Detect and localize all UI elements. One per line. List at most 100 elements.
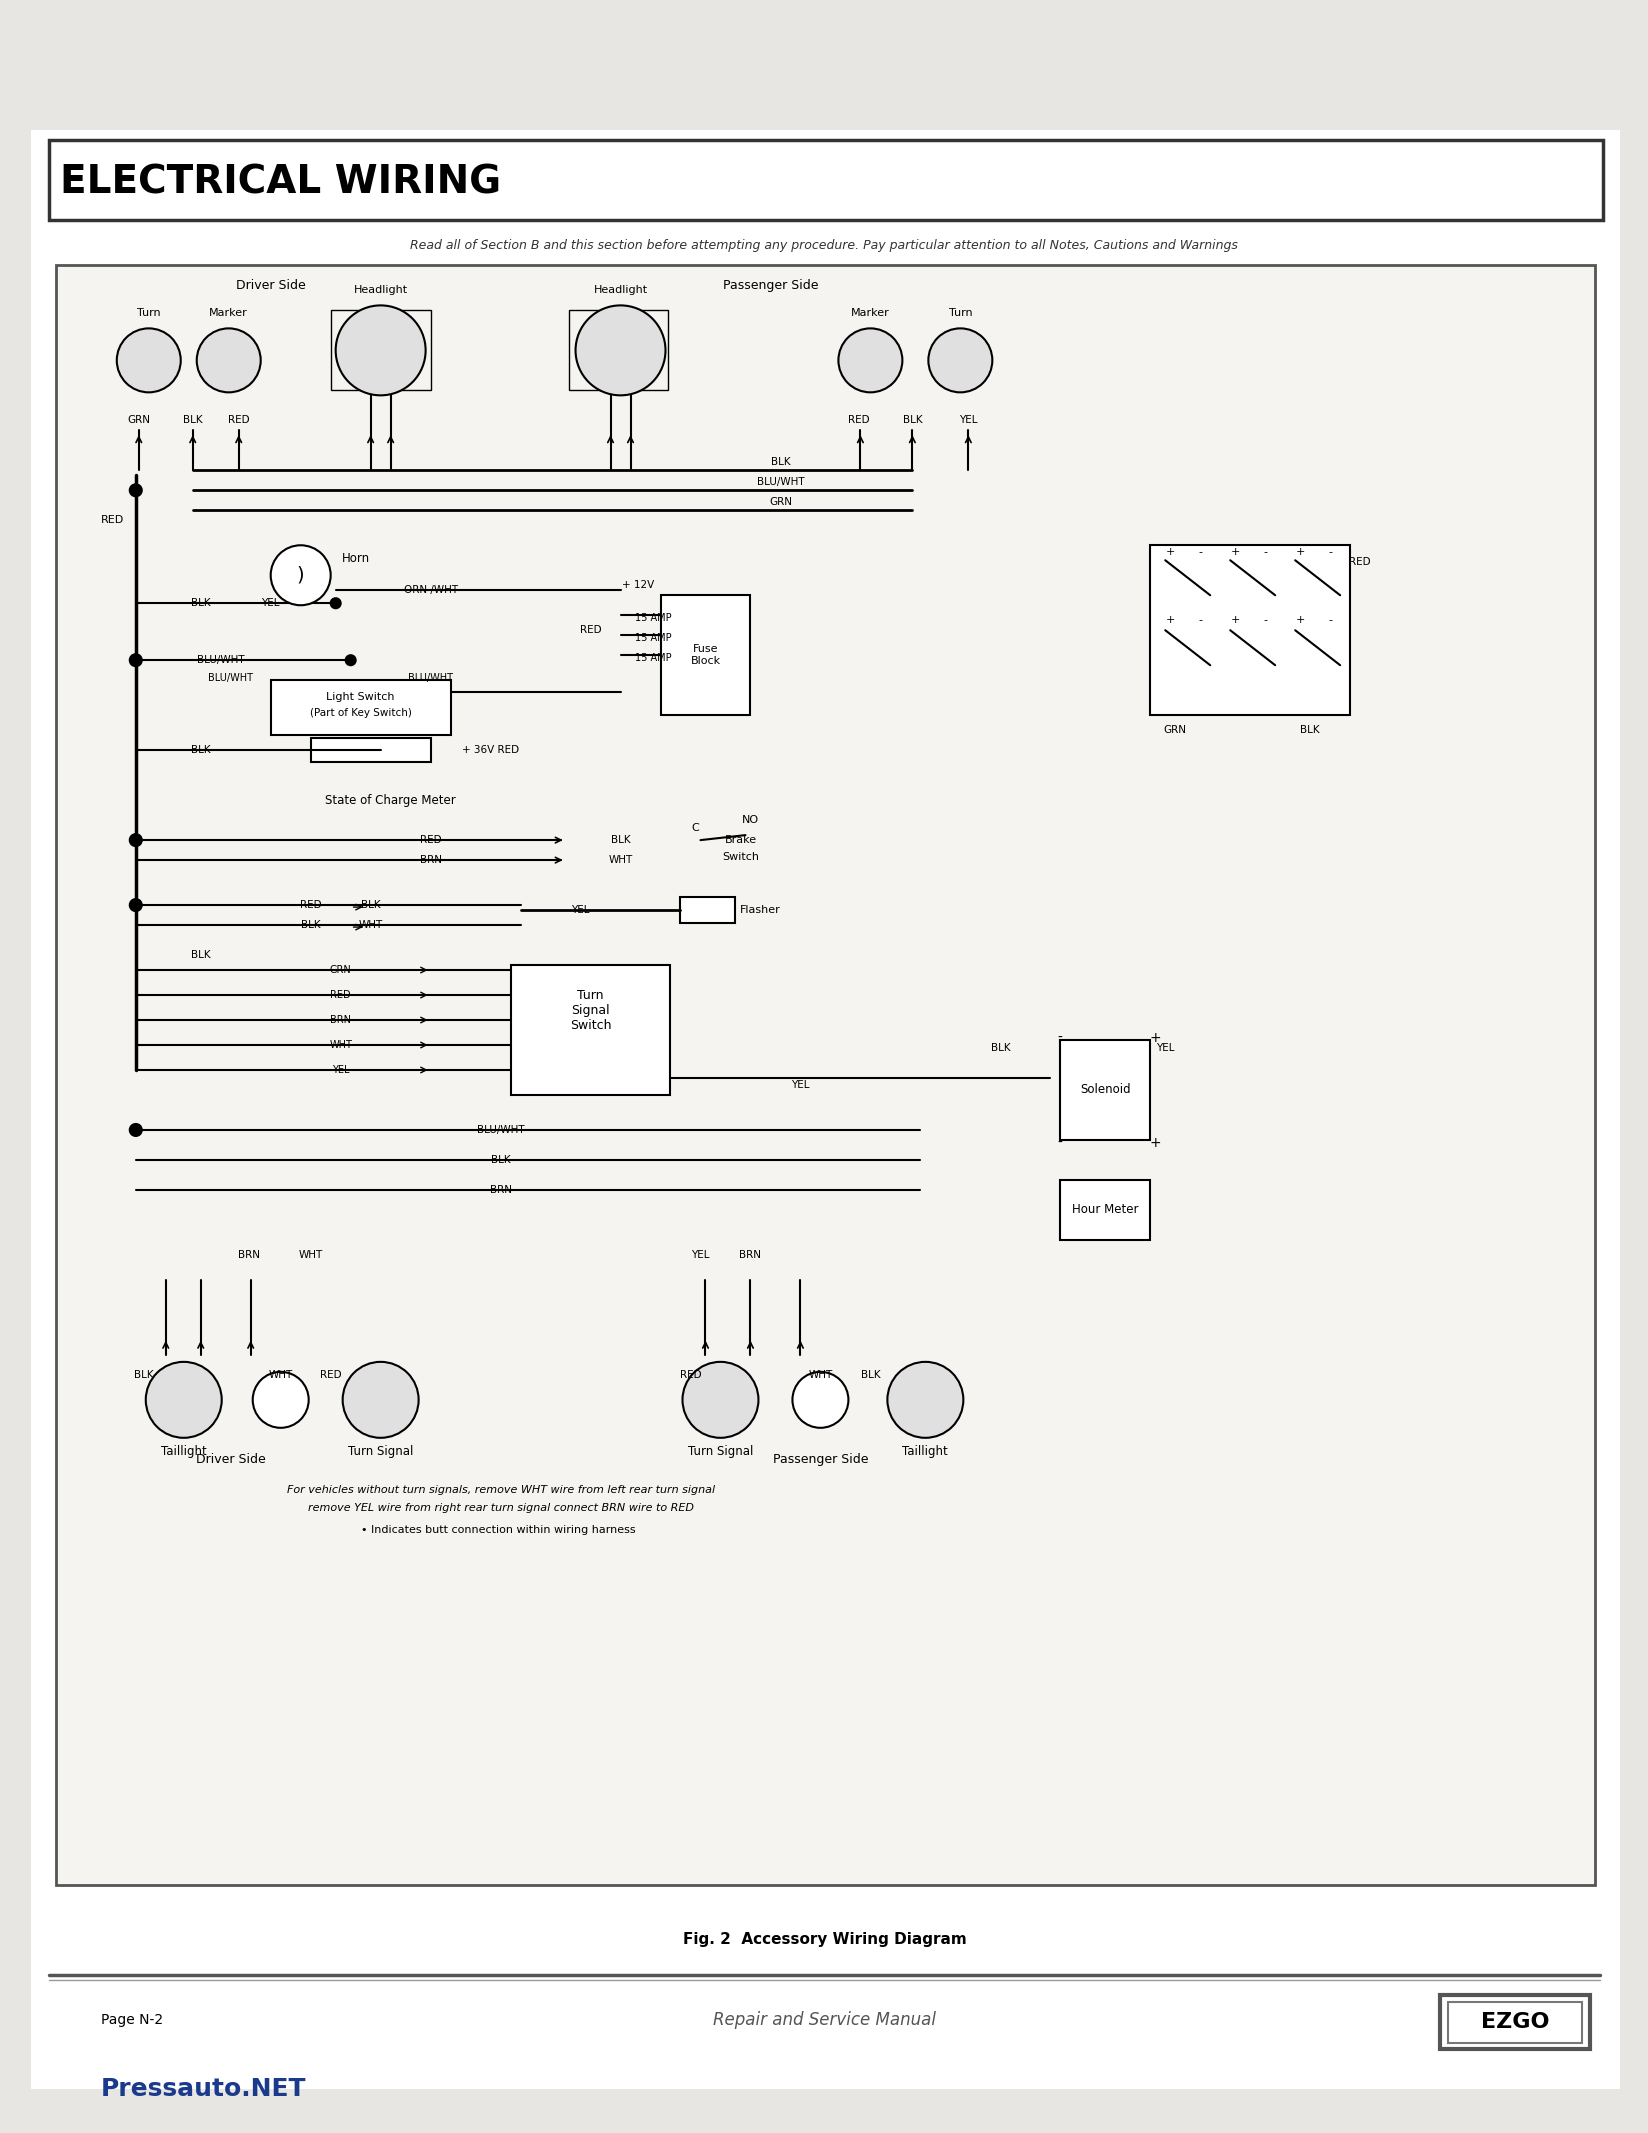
Circle shape [145, 1361, 221, 1438]
Text: (Part of Key Switch): (Part of Key Switch) [310, 708, 412, 719]
Circle shape [130, 1124, 142, 1137]
Text: Read all of Section B and this section before attempting any procedure. Pay part: Read all of Section B and this section b… [410, 239, 1238, 252]
Text: YEL: YEL [331, 1064, 349, 1075]
Bar [1060, 1180, 1150, 1239]
Circle shape [130, 655, 142, 665]
Text: YEL: YEL [691, 1250, 709, 1261]
Text: RED: RED [227, 416, 249, 424]
Text: +: + [1165, 614, 1175, 625]
Text: BLK: BLK [1300, 725, 1318, 736]
Text: BLK: BLK [901, 416, 921, 424]
Text: EZGO: EZGO [1480, 2011, 1549, 2031]
Text: Turn Signal: Turn Signal [348, 1446, 414, 1459]
Circle shape [336, 305, 425, 395]
Circle shape [270, 546, 331, 606]
Text: WHT: WHT [330, 1041, 353, 1049]
Text: GRN: GRN [768, 497, 791, 508]
Text: RED: RED [320, 1369, 341, 1380]
Text: YEL: YEL [570, 904, 590, 915]
Text: YEL: YEL [791, 1079, 809, 1090]
Text: WHT: WHT [269, 1369, 293, 1380]
Text: +: + [1295, 548, 1304, 557]
Text: BLK: BLK [860, 1369, 880, 1380]
Text: Light Switch: Light Switch [326, 693, 394, 702]
Circle shape [887, 1361, 962, 1438]
Text: Marker: Marker [209, 309, 247, 318]
Text: Driver Side: Driver Side [236, 279, 305, 292]
Circle shape [252, 1372, 308, 1427]
Text: BLK: BLK [133, 1369, 153, 1380]
Text: Pressauto.NET: Pressauto.NET [101, 2078, 307, 2101]
Text: -: - [1198, 614, 1201, 625]
Bar [569, 311, 667, 390]
Text: RED: RED [1348, 557, 1369, 567]
Text: BLK: BLK [183, 416, 203, 424]
Text: GRN: GRN [127, 416, 150, 424]
Text: RED: RED [679, 1369, 700, 1380]
Text: WHT: WHT [298, 1250, 323, 1261]
Text: RED: RED [580, 625, 602, 636]
Text: BRN: BRN [330, 1015, 351, 1026]
Text: Page N-2: Page N-2 [101, 2014, 163, 2026]
Text: BLK: BLK [191, 597, 211, 608]
Text: ELECTRICAL WIRING: ELECTRICAL WIRING [59, 164, 501, 201]
Text: Fuse
Block: Fuse Block [691, 644, 720, 665]
Bar [511, 964, 671, 1094]
Text: 15 AMP: 15 AMP [634, 634, 671, 644]
Text: ): ) [297, 565, 305, 584]
Text: -: - [1262, 614, 1266, 625]
Circle shape [928, 328, 992, 392]
Text: Hour Meter: Hour Meter [1071, 1203, 1137, 1216]
Text: +: + [1229, 614, 1239, 625]
Text: BLK: BLK [990, 1043, 1010, 1054]
Circle shape [837, 328, 901, 392]
Text: Flasher: Flasher [740, 904, 781, 915]
Text: BLU/WHT: BLU/WHT [756, 478, 804, 486]
Text: Horn: Horn [341, 552, 369, 565]
Text: BRN: BRN [489, 1186, 511, 1194]
Text: RED: RED [300, 900, 321, 911]
Text: Solenoid: Solenoid [1079, 1084, 1131, 1096]
Bar [56, 264, 1594, 1886]
Circle shape [575, 305, 666, 395]
Text: Turn: Turn [948, 309, 972, 318]
Circle shape [130, 484, 142, 497]
Text: State of Charge Meter: State of Charge Meter [325, 793, 456, 806]
Text: -: - [1262, 548, 1266, 557]
Bar [331, 311, 430, 390]
Bar [270, 680, 450, 736]
Text: Turn
Signal
Switch: Turn Signal Switch [570, 988, 611, 1032]
Text: YEL: YEL [959, 416, 977, 424]
Circle shape [196, 328, 260, 392]
Text: YEL: YEL [262, 597, 280, 608]
Text: BLU/WHT: BLU/WHT [476, 1124, 524, 1135]
Text: RED: RED [420, 836, 442, 845]
Text: -: - [1198, 548, 1201, 557]
Text: 15 AMP: 15 AMP [634, 653, 671, 663]
Text: BLU/WHT: BLU/WHT [196, 655, 244, 665]
Circle shape [130, 834, 142, 847]
Text: BLK: BLK [191, 744, 211, 755]
Text: WHT: WHT [358, 919, 382, 930]
Text: WHT: WHT [808, 1369, 832, 1380]
Bar [1150, 546, 1350, 715]
Circle shape [117, 328, 181, 392]
Text: GRN: GRN [330, 964, 351, 975]
Text: Repair and Service Manual: Repair and Service Manual [712, 2011, 936, 2028]
Text: Brake: Brake [723, 836, 756, 845]
Text: NO: NO [742, 815, 758, 825]
Text: Taillight: Taillight [162, 1446, 206, 1459]
Text: BLK: BLK [770, 456, 789, 467]
Text: Driver Side: Driver Side [196, 1453, 265, 1465]
Text: -: - [1058, 1137, 1061, 1150]
Text: BLK: BLK [300, 919, 320, 930]
Text: BLK: BLK [491, 1154, 511, 1165]
Bar [1439, 1994, 1589, 2050]
Text: Headlight: Headlight [593, 286, 648, 294]
Circle shape [346, 655, 356, 665]
Text: Taillight: Taillight [901, 1446, 948, 1459]
Bar [1447, 2001, 1580, 2043]
Text: WHT: WHT [608, 855, 633, 866]
Bar [1060, 1041, 1150, 1139]
Text: +: + [1149, 1030, 1160, 1045]
